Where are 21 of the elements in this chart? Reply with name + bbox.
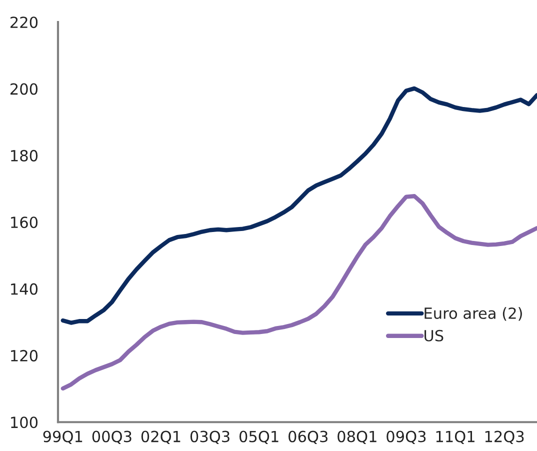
line-series (60, 194, 537, 391)
x-tick-label: 02Q1 (141, 430, 180, 444)
x-tick-label: 08Q1 (338, 430, 376, 444)
legend-label: Euro area (2) (424, 307, 522, 321)
x-tick-label: 05Q1 (239, 430, 278, 444)
x-tick-label: 09Q3 (386, 430, 426, 444)
y-tick-label: 160 (11, 216, 38, 228)
y-tick-label: 220 (10, 16, 38, 28)
x-tick-label: 99Q1 (43, 430, 82, 444)
x-tick-label: 11Q1 (436, 430, 474, 444)
y-tick-label: 200 (10, 83, 38, 95)
x-tick-label: 06Q3 (288, 430, 328, 444)
y-tick-label: 100 (11, 416, 38, 428)
legend-label: US (424, 330, 444, 342)
x-tick-label: 03Q3 (190, 430, 230, 444)
x-tick-label: 12Q3 (485, 430, 524, 444)
x-tick-label: 00Q3 (92, 430, 132, 444)
line-series (60, 86, 537, 325)
y-tick-label: 140 (11, 283, 38, 295)
y-tick-label: 120 (11, 350, 38, 362)
y-tick-label: 180 (11, 150, 38, 162)
